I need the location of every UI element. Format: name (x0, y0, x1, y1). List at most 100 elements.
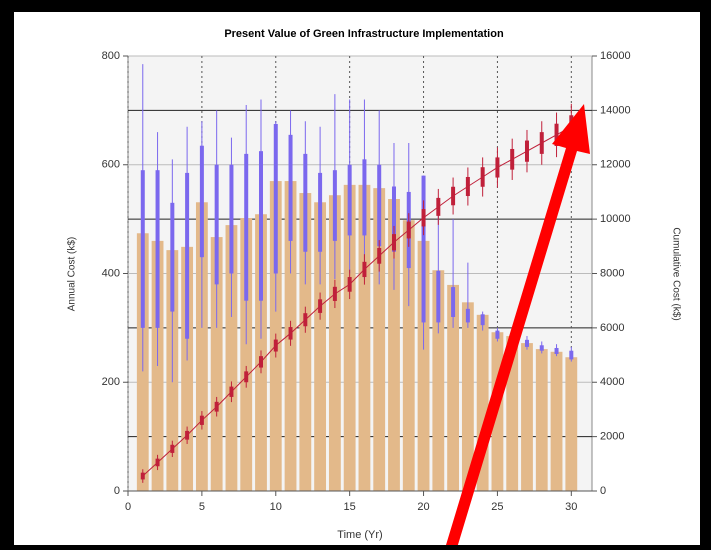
bar (388, 199, 400, 491)
y-tick-label: 400 (102, 267, 120, 279)
y-axis-label: Annual Cost (k$) (67, 237, 78, 311)
error-box (480, 167, 485, 187)
x-tick-label: 0 (125, 501, 131, 513)
box (377, 164, 382, 247)
bar (314, 202, 327, 492)
error-box (524, 140, 529, 162)
bar (461, 302, 474, 491)
error-box (554, 123, 559, 146)
y2-tick-label: 4000 (600, 376, 624, 388)
y-tick-label: 800 (102, 50, 120, 62)
box (539, 345, 544, 351)
bar (240, 218, 253, 491)
error-box (495, 157, 500, 178)
error-box (258, 356, 263, 368)
error-box (510, 148, 515, 170)
error-box (170, 444, 175, 453)
bar (210, 237, 223, 491)
error-box (155, 458, 160, 467)
bar (565, 357, 578, 491)
error-box (421, 209, 426, 227)
bar (402, 220, 415, 491)
bar (181, 246, 194, 491)
error-box (362, 261, 367, 278)
box (451, 287, 456, 317)
box (229, 164, 234, 274)
y2-tick-label: 14000 (600, 104, 631, 116)
box (421, 175, 426, 323)
y2-tick-label: 0 (600, 485, 606, 497)
bar (358, 184, 371, 491)
error-box (465, 176, 470, 197)
error-box (377, 247, 382, 264)
bar (432, 270, 445, 491)
box (244, 153, 249, 301)
x-axis-label: Time (Yr) (337, 529, 382, 541)
box (214, 164, 219, 285)
y2-tick-label: 16000 (600, 50, 631, 62)
error-box (140, 472, 145, 480)
bar (328, 195, 341, 491)
bar (225, 225, 238, 491)
box (185, 172, 190, 339)
marks: 0 5 10 15 20 25 300200400600800020004000600080… (102, 50, 631, 513)
y2-tick-label: 10000 (600, 213, 631, 225)
error-box (318, 299, 323, 313)
error-box (199, 415, 204, 425)
bar (476, 314, 489, 491)
chart-title: Present Value of Green Infrastructure Im… (224, 28, 504, 40)
box (524, 339, 529, 347)
y2-tick-label: 6000 (600, 322, 624, 334)
box (480, 314, 485, 326)
bar (373, 188, 386, 491)
y2-axis-label: Cumulative Cost (k$) (670, 227, 681, 320)
bar (417, 240, 430, 491)
error-box (244, 371, 249, 383)
box (318, 172, 323, 252)
box (436, 270, 441, 323)
y-tick-label: 200 (102, 376, 120, 388)
cumulative-line (142, 126, 572, 477)
error-box (185, 430, 190, 440)
bar (343, 184, 356, 491)
box (303, 153, 308, 252)
bar (195, 202, 208, 492)
error-box (539, 132, 544, 154)
y2-tick-label: 8000 (600, 267, 624, 279)
bar (550, 351, 563, 491)
x-tick-label: 10 (270, 501, 282, 513)
x-tick-label: 30 (565, 501, 577, 513)
box (288, 134, 293, 241)
error-box (273, 339, 278, 352)
box (273, 123, 278, 274)
error-box (303, 313, 308, 327)
x-tick-label: 20 (417, 501, 429, 513)
box (140, 170, 145, 328)
box (465, 308, 470, 323)
error-box (214, 401, 219, 412)
box (347, 164, 352, 236)
box (332, 170, 337, 241)
y-tick-label: 0 (114, 485, 120, 497)
box (495, 330, 500, 339)
error-box (332, 286, 337, 301)
error-box (436, 197, 441, 216)
y2-tick-label: 12000 (600, 159, 631, 171)
x-tick-label: 25 (491, 501, 503, 513)
box (554, 347, 559, 354)
y-tick-label: 600 (102, 159, 120, 171)
bar (299, 193, 312, 491)
bar (506, 336, 519, 491)
error-box (347, 277, 352, 292)
box (258, 151, 263, 301)
box (362, 159, 367, 236)
error-box (391, 234, 396, 251)
bar (447, 284, 460, 491)
box (155, 170, 160, 328)
y2-tick-label: 2000 (600, 431, 624, 443)
box (170, 202, 175, 312)
error-box (451, 186, 456, 206)
error-box (406, 221, 411, 239)
box (569, 350, 574, 360)
